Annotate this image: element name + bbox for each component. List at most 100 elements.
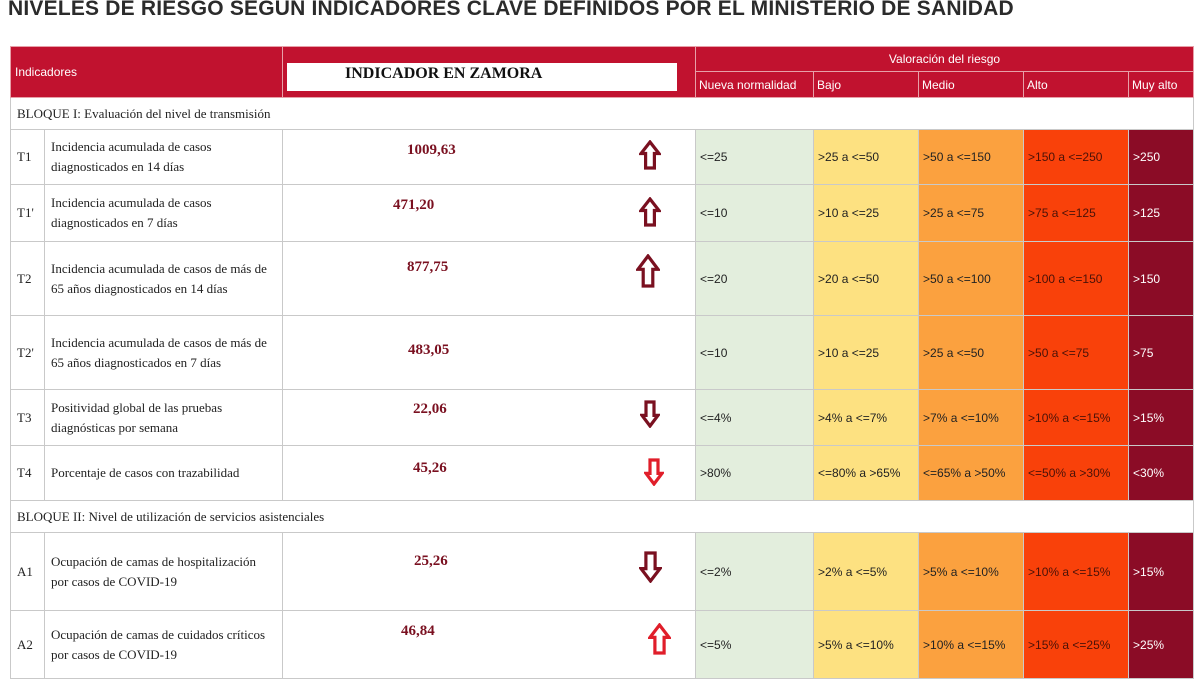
zamora-value: 45,26 (413, 460, 447, 476)
level-nueva-normalidad-cell: <=5% (695, 610, 815, 679)
level-nueva-normalidad-cell: <=25 (695, 129, 815, 185)
header-level-alto: Alto (1023, 71, 1130, 98)
arrow-up-icon (634, 253, 662, 293)
header-indicadores: Indicadores (9, 46, 284, 98)
indicator-code: T4 (10, 445, 45, 501)
indicator-name: Incidencia acumulada de casos de más de … (43, 241, 284, 316)
table-row: T2' Incidencia acumulada de casos de más … (10, 315, 1195, 390)
level-muy-alto-cell: >25% (1128, 610, 1195, 679)
level-medio-cell: >25 a <=75 (918, 184, 1025, 242)
header-level-medio: Medio (918, 71, 1025, 98)
level-medio-cell: >5% a <=10% (918, 532, 1025, 611)
arrow-down-icon (638, 400, 662, 433)
zamora-value-cell: 22,06 (282, 389, 697, 446)
indicator-code: A2 (10, 610, 45, 679)
table-row: T1' Incidencia acumulada de casos diagnos… (10, 184, 1195, 242)
zamora-value: 877,75 (407, 259, 449, 275)
indicator-code: A1 (10, 532, 45, 611)
table-row: A1 Ocupación de camas de hospitalización … (10, 532, 1195, 611)
indicator-name: Positividad global de las pruebas diagnó… (43, 389, 284, 446)
level-bajo-cell: >2% a <=5% (813, 532, 920, 611)
arrow-up-icon (637, 196, 663, 232)
indicator-code: T1' (10, 184, 45, 242)
table-row: A2 Ocupación de camas de cuidados crítico… (10, 610, 1195, 679)
zamora-value-cell: 1009,63 (282, 129, 697, 185)
indicador-zamora-label: INDICADOR EN ZAMORA (287, 63, 678, 91)
indicator-name: Ocupación de camas de hospitalización po… (43, 532, 284, 611)
level-medio-cell: >10% a <=15% (918, 610, 1025, 679)
level-bajo-cell: >25 a <=50 (813, 129, 920, 185)
arrow-up-icon (637, 139, 663, 175)
page-title: NIVELES DE RIESGO SEGÚN INDICADORES CLAV… (8, 0, 1014, 20)
level-alto-cell: >75 a <=125 (1023, 184, 1130, 242)
risk-indicators-table: Indicadores INDICADOR EN ZAMORA Valoraci… (9, 46, 1195, 679)
level-nueva-normalidad-cell: <=10 (695, 184, 815, 242)
level-medio-cell: >50 a <=150 (918, 129, 1025, 185)
indicator-code: T1 (10, 129, 45, 185)
zamora-value-cell: 46,84 (282, 610, 697, 679)
zamora-value: 483,05 (408, 342, 450, 358)
bloque-title: BLOQUE I: Evaluación del nivel de transm… (9, 97, 1195, 130)
level-alto-cell: >100 a <=150 (1023, 241, 1130, 316)
level-muy-alto-cell: <30% (1128, 445, 1195, 501)
header-valoracion-riesgo: Valoración del riesgo (695, 46, 1195, 72)
level-alto-cell: >15% a <=25% (1023, 610, 1130, 679)
table-row: T2 Incidencia acumulada de casos de más d… (10, 241, 1195, 316)
level-medio-cell: >50 a <=100 (918, 241, 1025, 316)
level-nueva-normalidad-cell: >80% (695, 445, 815, 501)
zamora-value-cell: 471,20 (282, 184, 697, 242)
header-indicador-zamora: INDICADOR EN ZAMORA (282, 46, 697, 98)
level-muy-alto-cell: >15% (1128, 532, 1195, 611)
level-bajo-cell: >10 a <=25 (813, 315, 920, 390)
header-level-nueva-normalidad: Nueva normalidad (695, 71, 815, 98)
zamora-value-cell: 45,26 (282, 445, 697, 501)
zamora-value: 22,06 (413, 401, 447, 417)
zamora-value: 1009,63 (407, 142, 456, 158)
zamora-value-cell: 877,75 (282, 241, 697, 316)
level-bajo-cell: >5% a <=10% (813, 610, 920, 679)
level-nueva-normalidad-cell: <=20 (695, 241, 815, 316)
level-alto-cell: >150 a <=250 (1023, 129, 1130, 185)
level-bajo-cell: >10 a <=25 (813, 184, 920, 242)
bloque-title: BLOQUE II: Nivel de utilización de servi… (9, 500, 1195, 533)
level-nueva-normalidad-cell: <=10 (695, 315, 815, 390)
level-medio-cell: <=65% a >50% (918, 445, 1025, 501)
level-muy-alto-cell: >75 (1128, 315, 1195, 390)
arrow-down-icon (642, 458, 666, 491)
arrow-down-icon (637, 551, 664, 588)
zamora-value: 471,20 (393, 197, 435, 213)
level-nueva-normalidad-cell: <=2% (695, 532, 815, 611)
indicator-name: Porcentaje de casos con trazabilidad (43, 445, 284, 501)
indicator-name: Incidencia acumulada de casos diagnostic… (43, 184, 284, 242)
level-bajo-cell: >20 a <=50 (813, 241, 920, 316)
indicator-code: T3 (10, 389, 45, 446)
header-level-bajo: Bajo (813, 71, 920, 98)
zamora-value: 46,84 (401, 623, 435, 639)
indicator-code: T2' (10, 315, 45, 390)
indicator-name: Ocupación de camas de cuidados críticos … (43, 610, 284, 679)
indicator-name: Incidencia acumulada de casos diagnostic… (43, 129, 284, 185)
level-alto-cell: <=50% a >30% (1023, 445, 1130, 501)
level-medio-cell: >25 a <=50 (918, 315, 1025, 390)
bloque-row: BLOQUE I: Evaluación del nivel de transm… (9, 97, 1195, 130)
level-muy-alto-cell: >15% (1128, 389, 1195, 446)
level-muy-alto-cell: >150 (1128, 241, 1195, 316)
table-body: BLOQUE I: Evaluación del nivel de transm… (9, 97, 1195, 679)
indicator-code: T2 (10, 241, 45, 316)
level-muy-alto-cell: >250 (1128, 129, 1195, 185)
table-row: T1 Incidencia acumulada de casos diagnost… (10, 129, 1195, 185)
level-nueva-normalidad-cell: <=4% (695, 389, 815, 446)
level-alto-cell: >50 a <=75 (1023, 315, 1130, 390)
header-row-top: Indicadores INDICADOR EN ZAMORA Valoraci… (9, 46, 1195, 98)
table-row: T3 Positividad global de las pruebas diag… (10, 389, 1195, 446)
level-bajo-cell: <=80% a >65% (813, 445, 920, 501)
arrow-up-icon (646, 622, 673, 660)
zamora-value-cell: 483,05 (282, 315, 697, 390)
bloque-row: BLOQUE II: Nivel de utilización de servi… (9, 500, 1195, 533)
table-row: T4 Porcentaje de casos con trazabilidad 45… (10, 445, 1195, 501)
level-medio-cell: >7% a <=10% (918, 389, 1025, 446)
zamora-value: 25,26 (414, 553, 448, 569)
zamora-value-cell: 25,26 (282, 532, 697, 611)
header-level-muy-alto: Muy alto (1128, 71, 1195, 98)
level-alto-cell: >10% a <=15% (1023, 532, 1130, 611)
